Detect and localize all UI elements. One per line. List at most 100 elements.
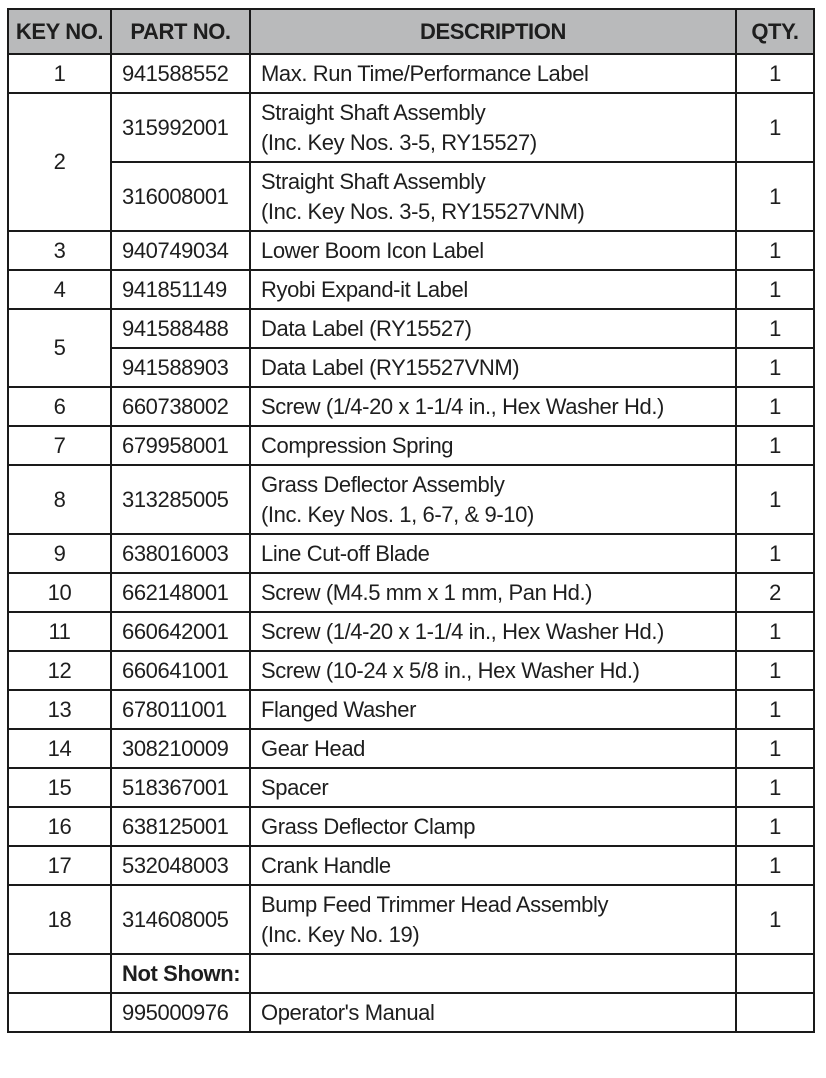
- part-no-cell: 638125001: [110, 806, 251, 847]
- key-no-cell: 15: [7, 767, 112, 808]
- description-line: Screw (1/4-20 x 1-1/4 in., Hex Washer Hd…: [261, 618, 664, 644]
- table-row: 995000976 Operator's Manual: [7, 992, 815, 1033]
- part-no-cell: 995000976: [110, 992, 251, 1033]
- key-no-cell: 5: [7, 308, 112, 388]
- description-cell: Straight Shaft Assembly (Inc. Key Nos. 3-…: [249, 161, 737, 232]
- description-line: Compression Spring: [261, 432, 454, 458]
- description-line: Straight Shaft Assembly: [261, 168, 486, 194]
- description-line: Crank Handle: [261, 852, 391, 878]
- qty-cell: 1: [735, 611, 815, 652]
- parts-table-body: 1 941588552 Max. Run Time/Performance Labe…: [7, 53, 815, 1033]
- description-cell: Screw (1/4-20 x 1-1/4 in., Hex Washer Hd…: [249, 611, 737, 652]
- key-no-cell: [7, 992, 112, 1033]
- key-no-cell: 12: [7, 650, 112, 691]
- description-cell: Grass Deflector Clamp: [249, 806, 737, 847]
- description-line: Lower Boom Icon Label: [261, 237, 484, 263]
- parts-list-table: KEY NO. PART NO. DESCRIPTION QTY. 1 94158…: [7, 8, 815, 1033]
- qty-cell: 1: [735, 347, 815, 388]
- table-row: 18 314608005 Bump Feed Trimmer Head Assemb…: [7, 884, 815, 955]
- table-row: 3 940749034 Lower Boom Icon Label 1: [7, 230, 815, 271]
- part-no-cell: 940749034: [110, 230, 251, 271]
- table-row: 9 638016003 Line Cut-off Blade 1: [7, 533, 815, 574]
- key-no-cell: 13: [7, 689, 112, 730]
- description-line: Line Cut-off Blade: [261, 540, 430, 566]
- key-no-cell: 7: [7, 425, 112, 466]
- table-row: 5 941588488 Data Label (RY15527) 1: [7, 308, 815, 388]
- description-cell: Flanged Washer: [249, 689, 737, 730]
- description-cell: Gear Head: [249, 728, 737, 769]
- description-line: Screw (M4.5 mm x 1 mm, Pan Hd.): [261, 579, 593, 605]
- part-no-cell: 660642001: [110, 611, 251, 652]
- description-line: Bump Feed Trimmer Head Assembly: [261, 891, 609, 917]
- description-cell: Data Label (RY15527): [249, 308, 737, 349]
- description-cell: Bump Feed Trimmer Head Assembly (Inc. Key…: [249, 884, 737, 955]
- description-line: Gear Head: [261, 735, 366, 761]
- table-row: 13 678011001 Flanged Washer 1: [7, 689, 815, 730]
- qty-cell: [735, 992, 815, 1033]
- description-cell: Spacer: [249, 767, 737, 808]
- qty-cell: 1: [735, 806, 815, 847]
- key-no-cell: 3: [7, 230, 112, 271]
- key-no-cell: 18: [7, 884, 112, 955]
- table-row: 11 660642001 Screw (1/4-20 x 1-1/4 in., He…: [7, 611, 815, 652]
- key-no-cell: [7, 953, 112, 994]
- description-line: Straight Shaft Assembly: [261, 99, 486, 125]
- description-line: Screw (10-24 x 5/8 in., Hex Washer Hd.): [261, 657, 640, 683]
- part-no-cell: 941588903: [110, 347, 251, 388]
- key-no-cell: 11: [7, 611, 112, 652]
- part-no-cell: Not Shown:: [110, 953, 251, 994]
- qty-cell: 1: [735, 884, 815, 955]
- key-no-cell: 8: [7, 464, 112, 535]
- table-row: 17 532048003 Crank Handle 1: [7, 845, 815, 886]
- part-no-cell: 679958001: [110, 425, 251, 466]
- description-line: Spacer: [261, 774, 329, 800]
- part-no-cell: 941588488: [110, 308, 251, 349]
- qty-cell: 1: [735, 269, 815, 310]
- qty-cell: 1: [735, 53, 815, 94]
- description-line: Flanged Washer: [261, 696, 416, 722]
- part-no-cell: 662148001: [110, 572, 251, 613]
- description-line: Operator's Manual: [261, 999, 435, 1025]
- description-line: (Inc. Key Nos. 1, 6-7, & 9-10): [261, 501, 534, 527]
- part-no-cell: 315992001: [110, 92, 251, 163]
- table-row: 6 660738002 Screw (1/4-20 x 1-1/4 in., Hex…: [7, 386, 815, 427]
- description-cell: Crank Handle: [249, 845, 737, 886]
- key-no-cell: 1: [7, 53, 112, 94]
- part-no-cell: 638016003: [110, 533, 251, 574]
- part-no-cell: 941851149: [110, 269, 251, 310]
- part-no-cell: 316008001: [110, 161, 251, 232]
- table-row: 16 638125001 Grass Deflector Clamp 1: [7, 806, 815, 847]
- table-row: 15 518367001 Spacer 1: [7, 767, 815, 808]
- key-no-cell: 14: [7, 728, 112, 769]
- part-no-cell: 660641001: [110, 650, 251, 691]
- header-row: KEY NO. PART NO. DESCRIPTION QTY.: [7, 8, 815, 55]
- description-line: (Inc. Key Nos. 3-5, RY15527VNM): [261, 198, 585, 224]
- qty-cell: 1: [735, 689, 815, 730]
- qty-cell: 1: [735, 386, 815, 427]
- key-no-cell: 6: [7, 386, 112, 427]
- description-cell: Screw (1/4-20 x 1-1/4 in., Hex Washer Hd…: [249, 386, 737, 427]
- description-line: Grass Deflector Assembly: [261, 471, 505, 497]
- description-line: Ryobi Expand-it Label: [261, 276, 468, 302]
- qty-cell: 1: [735, 464, 815, 535]
- qty-cell: 1: [735, 533, 815, 574]
- table-row: 12 660641001 Screw (10-24 x 5/8 in., Hex W…: [7, 650, 815, 691]
- qty-cell: 2: [735, 572, 815, 613]
- part-no-cell: 941588552: [110, 53, 251, 94]
- description-cell: Grass Deflector Assembly (Inc. Key Nos. 1…: [249, 464, 737, 535]
- table-row: 316008001 Straight Shaft Assembly (Inc. Ke…: [8, 161, 815, 232]
- part-no-cell: 532048003: [110, 845, 251, 886]
- table-row: 1 941588552 Max. Run Time/Performance Labe…: [7, 53, 815, 94]
- table-row: 2 315992001 Straight Shaft Assembly (Inc. K…: [7, 92, 815, 232]
- table-row: 7 679958001 Compression Spring 1: [7, 425, 815, 466]
- header-description: DESCRIPTION: [249, 8, 737, 55]
- description-cell: Screw (10-24 x 5/8 in., Hex Washer Hd.): [249, 650, 737, 691]
- key-no-cell: 2: [7, 92, 112, 232]
- table-row: 10 662148001 Screw (M4.5 mm x 1 mm, Pan Hd…: [7, 572, 815, 613]
- description-cell: Data Label (RY15527VNM): [249, 347, 737, 388]
- qty-cell: 1: [735, 728, 815, 769]
- description-line: (Inc. Key Nos. 3-5, RY15527): [261, 129, 537, 155]
- description-cell: Lower Boom Icon Label: [249, 230, 737, 271]
- part-no-cell: 308210009: [110, 728, 251, 769]
- description-line: (Inc. Key No. 19): [261, 921, 420, 947]
